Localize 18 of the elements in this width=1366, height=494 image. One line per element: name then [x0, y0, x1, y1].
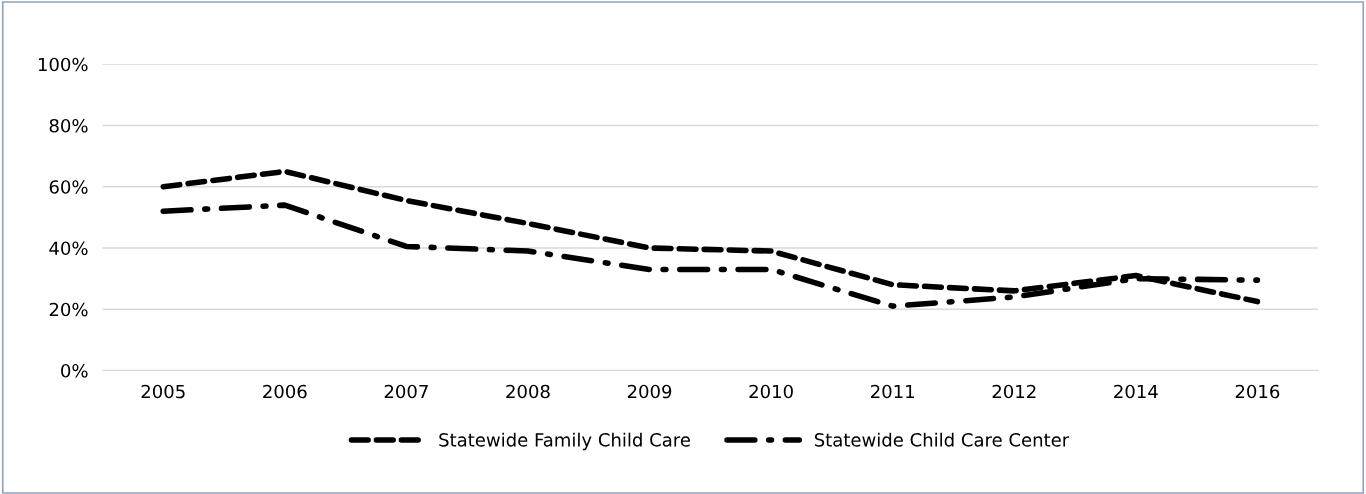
x-tick-label: 2011 — [871, 384, 914, 399]
x-tick-label: 2008 — [506, 384, 550, 399]
y-tick-label: 60% — [49, 180, 88, 194]
legend-label: Statewide Family Child Care — [439, 432, 690, 451]
x-tick-label: 2005 — [141, 384, 185, 399]
y-tick-label: 40% — [49, 241, 88, 256]
x-tick-label: 2012 — [992, 384, 1036, 399]
y-tick-label: 80% — [49, 118, 88, 133]
y-tick-label: 20% — [49, 302, 88, 317]
x-tick-label: 2007 — [384, 384, 428, 399]
x-tick-label: 2010 — [749, 384, 793, 399]
x-tick-label: 2006 — [263, 384, 307, 399]
legend-label: Statewide Child Care Center — [814, 432, 1070, 447]
x-tick-label: 2009 — [627, 384, 672, 399]
y-tick-label: 100% — [38, 57, 88, 72]
y-tick-label: 0% — [61, 363, 88, 378]
x-tick-label: 2014 — [1114, 384, 1158, 399]
x-tick-label: 2016 — [1235, 384, 1280, 399]
